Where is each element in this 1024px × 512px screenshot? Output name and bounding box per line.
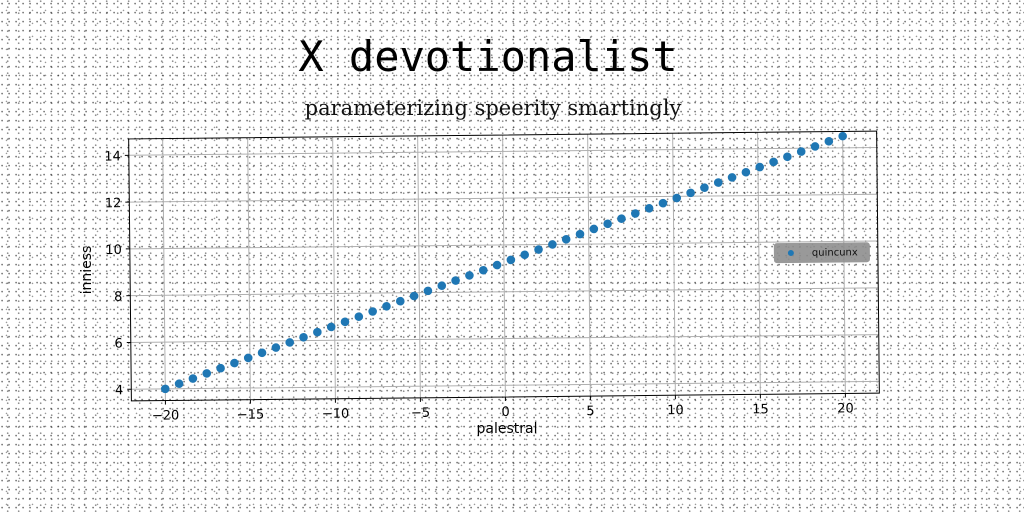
data-point [299,332,308,342]
y-tick-label: 6 [114,337,122,352]
x-grid-line [502,135,506,398]
y-grid-line [129,240,878,250]
data-point [783,152,792,162]
data-point [534,245,543,254]
data-point [686,188,695,198]
x-tick-label: 15 [752,402,769,417]
data-point [243,353,253,363]
y-grid-line [130,287,879,297]
data-point [202,369,212,378]
data-point [409,291,419,301]
legend-marker [787,250,794,257]
plot-area: −20 −15 −10 −5 0 5 10 15 20 4 6 8 10 12 14 quincunx [104,130,880,424]
data-point [423,286,433,296]
legend: quincunx [773,242,870,264]
x-tick-label: −15 [237,408,265,423]
data-points [160,131,847,394]
data-point [824,136,834,146]
data-point [160,384,170,394]
data-point [589,224,599,234]
x-tick-label: −5 [411,406,430,421]
x-tick-label: 20 [837,401,854,416]
y-tick-label: 14 [104,149,121,164]
data-point [354,312,364,321]
y-tick-label: 4 [115,383,123,398]
data-point [769,157,778,167]
y-grid-line [131,380,880,390]
y-grid-line [129,193,878,203]
data-point [230,358,239,368]
y-grid-line [128,146,877,156]
data-point [216,363,225,373]
data-point [755,162,765,172]
data-point [188,374,198,383]
x-grid-line [587,134,591,397]
chart-subtitle: parameterizing speerity smartingly [304,96,682,120]
x-axis-label: palestral [477,421,538,437]
grid-lines [128,131,880,401]
data-point [257,348,267,358]
data-point [340,317,350,327]
y-tick-label: 10 [105,243,122,258]
data-point [395,296,405,306]
y-axis-label: inniess [79,246,95,295]
data-point [741,167,751,177]
data-point [796,147,806,156]
x-tick-label: 5 [586,404,594,419]
data-point [713,178,723,187]
x-grid-line [162,138,166,401]
data-point [271,343,281,352]
data-point [437,281,447,291]
y-axis-ticks: 4 6 8 10 12 14 [104,149,132,398]
y-tick-label: 12 [105,196,122,211]
data-point [313,327,322,337]
data-point [617,214,626,223]
chart-title: X devotionalist [298,32,678,81]
x-grid-line [672,133,676,396]
data-point [174,379,184,389]
data-point [368,307,377,316]
data-point [700,183,709,193]
data-point [644,204,654,213]
data-point [727,173,737,182]
y-tick-label: 8 [114,290,122,305]
x-grid-line [332,136,336,399]
x-tick-label: 10 [667,403,684,418]
data-point [492,260,502,270]
legend-box [773,242,870,264]
x-tick-label: 0 [501,405,509,420]
data-point [810,142,820,151]
y-grid-line [130,334,879,343]
data-point [506,255,516,265]
legend-label-quincunx: quincunx [812,247,858,258]
x-axis-ticks: −20 −15 −10 −5 0 5 10 15 20 [152,393,854,424]
data-point [382,302,391,311]
data-point [478,265,488,275]
data-point [603,219,612,229]
data-point [326,322,336,332]
data-point [520,250,530,260]
data-point [561,234,571,244]
data-point [672,193,682,203]
data-point [465,271,474,280]
data-point [575,229,585,239]
data-point [285,338,294,347]
x-grid-line [757,132,761,395]
x-tick-label: −20 [152,408,180,423]
data-point [658,198,668,208]
data-point [548,240,557,249]
data-point [451,276,460,285]
data-point [838,131,847,141]
x-grid-line [417,135,421,398]
data-point [631,209,640,218]
x-tick-label: −10 [322,407,350,422]
